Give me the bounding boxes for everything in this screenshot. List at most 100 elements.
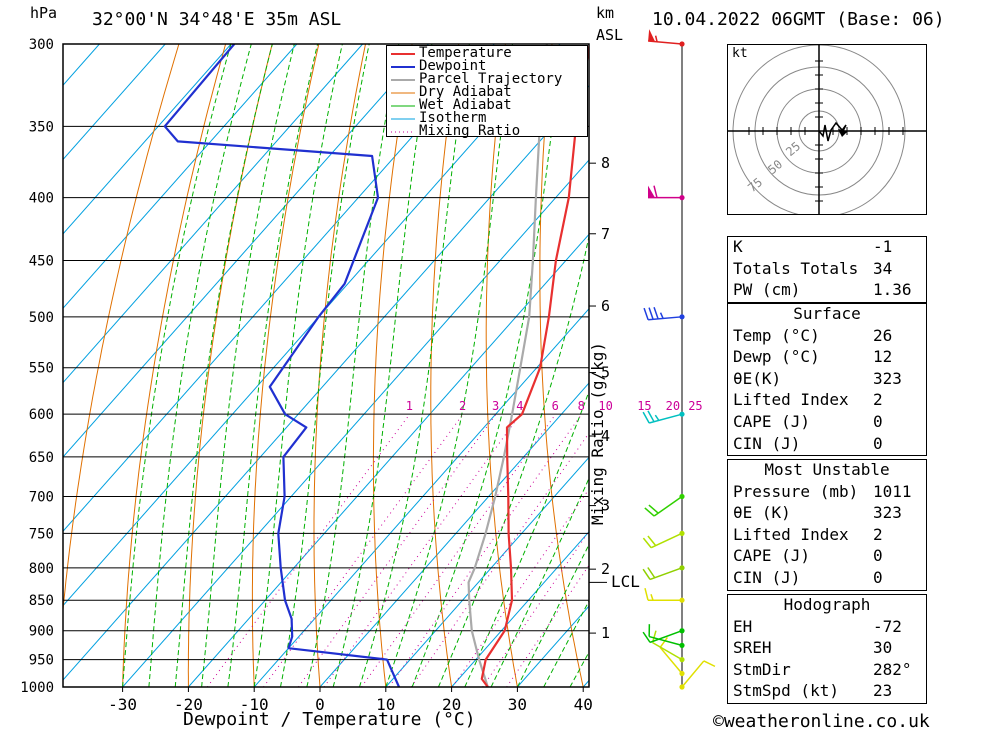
parcel-trajectory-line	[467, 44, 548, 687]
wind-barb-staff	[650, 532, 683, 549]
wind-barb	[642, 565, 685, 581]
wind-barb	[642, 530, 685, 549]
dry-adiabat-line	[642, 44, 715, 687]
isotherm-line	[63, 44, 495, 533]
index-row: PW (cm) 1.36	[733, 280, 912, 300]
wet-adiabat-line	[543, 599, 589, 687]
mixing-ratio-label: 6	[551, 399, 559, 414]
mixing-ratio-line	[323, 413, 521, 687]
surface-row: Temp (°C) 26	[733, 325, 893, 345]
mixing-ratio-line	[297, 413, 497, 687]
height-tick-label: 2	[601, 560, 610, 578]
wind-barb-full	[647, 567, 656, 579]
wind-barb-flag	[648, 185, 655, 198]
surface-panel: Surface Temp (°C) 26 Dewp (°C) 12 θE(K) 323…	[727, 303, 927, 457]
location-title: 32°00'N 34°48'E 35m ASL	[92, 9, 342, 30]
mixing-ratio-label: 15	[637, 399, 652, 414]
dry-adiabat-line	[972, 44, 1000, 687]
surface-row: CIN (J) 0	[733, 433, 883, 453]
mixing-ratio-label: 4	[516, 399, 524, 414]
mixing-ratio-label: 1	[405, 399, 413, 414]
copyright-footer[interactable]: ©weatheronline.co.uk	[713, 711, 930, 732]
wind-barb-full	[647, 410, 655, 423]
plot-frame	[62, 43, 590, 688]
pressure-tick-label: 450	[29, 254, 54, 270]
legend-item-parcel: Parcel Trajectory	[391, 71, 563, 87]
wind-barb-staff	[652, 641, 683, 661]
temperature-line	[480, 44, 589, 687]
pressure-tick-label: 850	[29, 593, 54, 609]
wind-barb-dot	[679, 642, 685, 648]
pressure-tick-label: 750	[29, 526, 54, 542]
height-reference: ASL	[596, 26, 624, 44]
dry-adiabat-line	[63, 44, 180, 615]
lcl-label: LCL	[611, 572, 640, 591]
isotherm-line	[385, 456, 589, 687]
hodograph-plot	[728, 45, 926, 214]
wind-barb-full	[642, 631, 651, 643]
isotherm-line	[63, 84, 589, 681]
hodograph: kt 25 50 75	[727, 44, 927, 215]
most-unstable-title: Most Unstable	[764, 460, 890, 479]
wind-barb-full	[643, 307, 649, 321]
wind-barb	[644, 493, 685, 517]
surface-title: Surface	[793, 304, 861, 323]
pressure-tick-label: 700	[29, 490, 54, 506]
x-tick-label: 10	[376, 695, 395, 714]
wind-barb	[642, 410, 685, 424]
height-tick-label: 3	[601, 497, 610, 515]
x-tick-label: 0	[315, 695, 325, 714]
isotherm-line	[122, 159, 589, 687]
wind-barb	[642, 628, 685, 644]
x-tick-label: 40	[574, 695, 593, 714]
dry-adiabat-line	[430, 44, 460, 687]
isotherm-line	[63, 44, 561, 607]
wind-barb-half	[650, 593, 654, 601]
wet-adiabat-line	[490, 477, 589, 687]
wind-barb	[648, 29, 685, 47]
height-tick-label: 4	[601, 427, 610, 445]
wind-barb-full	[642, 411, 650, 424]
height-tick-label: 7	[601, 225, 610, 243]
surface-row: Lifted Index 2	[733, 390, 883, 410]
hodograph-trace	[818, 121, 847, 142]
mixing-ratio-label: 25	[688, 399, 703, 414]
hodograph-stats-panel: Hodograph EH -72 SREH 30 StmDir 282° StmSpd…	[727, 594, 927, 704]
wet-adiabat-line	[516, 543, 589, 687]
x-tick-label: -20	[174, 695, 203, 714]
wind-barb-half	[654, 414, 660, 421]
dry-adiabat-line	[372, 44, 413, 687]
pressure-tick-label: 1000	[20, 680, 54, 696]
wind-barb-staff	[649, 630, 683, 644]
wet-adiabat-line	[201, 44, 295, 687]
height-tick-label: 6	[601, 297, 610, 315]
dry-adiabat-line	[925, 44, 1000, 687]
hodograph-unit: kt	[732, 46, 748, 61]
mixing-ratio-axis-label: Mixing Ratio (g/kg)	[588, 341, 607, 525]
wind-barb-staff	[681, 660, 705, 688]
pressure-unit: hPa	[30, 4, 58, 22]
mixing-ratio-line	[361, 413, 557, 687]
wind-barb-full	[648, 307, 654, 320]
wind-barb-staff	[648, 635, 683, 647]
wet-adiabat-line	[359, 44, 470, 687]
wet-adiabat-line	[148, 44, 252, 687]
wind-barb-staff	[659, 646, 683, 674]
wind-barb	[648, 624, 685, 648]
wind-barb	[659, 636, 685, 677]
most-unstable-row: CAPE (J) 0	[733, 546, 883, 566]
mixing-ratio-line	[263, 413, 464, 687]
wind-barb	[644, 588, 685, 603]
height-tick-label: 5	[601, 364, 610, 382]
isotherm-line	[63, 44, 166, 161]
isotherm-line	[63, 44, 364, 384]
mixing-ratio-label: 8	[577, 399, 585, 414]
wind-barb-half	[659, 312, 664, 319]
wind-barb-full	[642, 568, 651, 580]
wet-adiabat-line	[122, 44, 232, 687]
index-row: Totals Totals 34	[733, 258, 893, 278]
pressure-tick-label: 400	[29, 191, 54, 207]
wind-barb-full	[644, 588, 649, 601]
storm-motion-marker	[838, 129, 848, 137]
